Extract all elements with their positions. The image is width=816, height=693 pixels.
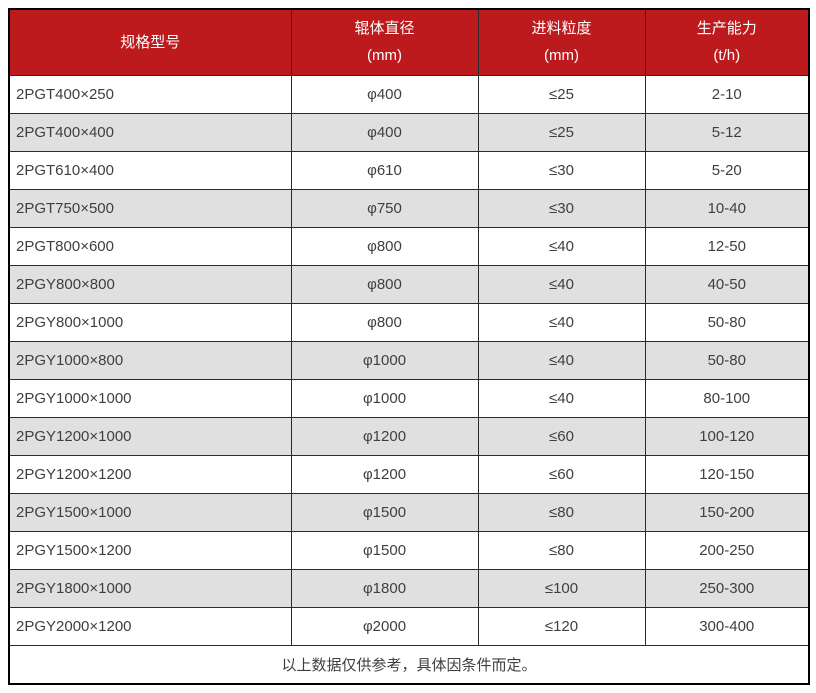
specification-table: 规格型号 辊体直径 (mm) 进料粒度 (mm) 生产能力 (t/h) 2PGT400×25… [8,8,810,685]
value-cell: 10-40 [644,188,810,228]
value-cell: ≤40 [477,378,646,418]
table-row: 2PGY1800×1000 φ1800 ≤100 250-300 [8,568,810,608]
value-cell: φ2000 [290,606,479,646]
model-cell: 2PGY1800×1000 [8,568,292,608]
value-cell: ≤25 [477,112,646,152]
value-cell: 250-300 [644,568,810,608]
value-cell: 50-80 [644,340,810,380]
value-cell: 40-50 [644,264,810,304]
value-cell: 2-10 [644,74,810,114]
value-cell: 120-150 [644,454,810,494]
table-row: 2PGY2000×1200 φ2000 ≤120 300-400 [8,606,810,646]
header-row: 规格型号 辊体直径 (mm) 进料粒度 (mm) 生产能力 (t/h) [8,8,810,76]
table-body: 2PGT400×250 φ400 ≤25 2-10 2PGT400×400 φ400 ≤25… [8,74,810,646]
value-cell: 5-12 [644,112,810,152]
value-cell: φ1500 [290,530,479,570]
table-row: 2PGY1500×1000 φ1500 ≤80 150-200 [8,492,810,532]
table-row: 2PGY1000×800 φ1000 ≤40 50-80 [8,340,810,380]
table-row: 2PGT800×600 φ800 ≤40 12-50 [8,226,810,266]
column-header-title: 生产能力 [696,20,757,38]
value-cell: ≤40 [477,264,646,304]
value-cell: 5-20 [644,150,810,190]
table-header: 规格型号 辊体直径 (mm) 进料粒度 (mm) 生产能力 (t/h) [8,8,810,76]
column-header-unit: (mm) [367,47,402,65]
column-header: 生产能力 (t/h) [644,8,810,76]
table-row: 2PGY1000×1000 φ1000 ≤40 80-100 [8,378,810,418]
value-cell: ≤60 [477,454,646,494]
value-cell: ≤100 [477,568,646,608]
value-cell: φ800 [290,226,479,266]
value-cell: ≤120 [477,606,646,646]
value-cell: φ1200 [290,416,479,456]
value-cell: φ400 [290,112,479,152]
table-row: 2PGT400×400 φ400 ≤25 5-12 [8,112,810,152]
column-header: 规格型号 [8,8,292,76]
value-cell: φ750 [290,188,479,228]
value-cell: 150-200 [644,492,810,532]
column-header-title: 辊体直径 [354,20,415,38]
column-header-unit: (t/h) [713,47,741,65]
value-cell: ≤30 [477,188,646,228]
model-cell: 2PGY2000×1200 [8,606,292,646]
column-header: 辊体直径 (mm) [290,8,479,76]
value-cell: φ1000 [290,340,479,380]
value-cell: ≤40 [477,226,646,266]
column-header-title: 进料粒度 [531,20,592,38]
column-header-unit: (mm) [544,47,579,65]
model-cell: 2PGY800×1000 [8,302,292,342]
table-row: 2PGY1200×1200 φ1200 ≤60 120-150 [8,454,810,494]
model-cell: 2PGT400×250 [8,74,292,114]
value-cell: ≤30 [477,150,646,190]
value-cell: ≤80 [477,530,646,570]
value-cell: 12-50 [644,226,810,266]
model-cell: 2PGY1000×800 [8,340,292,380]
value-cell: φ1800 [290,568,479,608]
value-cell: φ1000 [290,378,479,418]
table-row: 2PGT750×500 φ750 ≤30 10-40 [8,188,810,228]
model-cell: 2PGT800×600 [8,226,292,266]
value-cell: ≤25 [477,74,646,114]
model-cell: 2PGY1200×1200 [8,454,292,494]
table-row: 2PGT400×250 φ400 ≤25 2-10 [8,74,810,114]
value-cell: 300-400 [644,606,810,646]
model-cell: 2PGY800×800 [8,264,292,304]
value-cell: 200-250 [644,530,810,570]
column-header: 进料粒度 (mm) [477,8,646,76]
value-cell: φ1200 [290,454,479,494]
value-cell: ≤40 [477,340,646,380]
table-row: 2PGT610×400 φ610 ≤30 5-20 [8,150,810,190]
model-cell: 2PGY1500×1000 [8,492,292,532]
table-row: 2PGY800×1000 φ800 ≤40 50-80 [8,302,810,342]
model-cell: 2PGT610×400 [8,150,292,190]
value-cell: ≤60 [477,416,646,456]
value-cell: φ610 [290,150,479,190]
table-row: 2PGY1500×1200 φ1500 ≤80 200-250 [8,530,810,570]
table-row: 2PGY1200×1000 φ1200 ≤60 100-120 [8,416,810,456]
model-cell: 2PGY1000×1000 [8,378,292,418]
model-cell: 2PGT400×400 [8,112,292,152]
model-cell: 2PGT750×500 [8,188,292,228]
value-cell: 100-120 [644,416,810,456]
value-cell: φ400 [290,74,479,114]
value-cell: ≤40 [477,302,646,342]
value-cell: φ1500 [290,492,479,532]
footnote-row: 以上数据仅供参考，具体因条件而定。 [8,644,810,685]
value-cell: ≤80 [477,492,646,532]
value-cell: 50-80 [644,302,810,342]
table-footer: 以上数据仅供参考，具体因条件而定。 [8,644,810,685]
value-cell: φ800 [290,302,479,342]
column-header-title: 规格型号 [120,33,181,51]
model-cell: 2PGY1500×1200 [8,530,292,570]
value-cell: 80-100 [644,378,810,418]
model-cell: 2PGY1200×1000 [8,416,292,456]
table-row: 2PGY800×800 φ800 ≤40 40-50 [8,264,810,304]
value-cell: φ800 [290,264,479,304]
table-footnote: 以上数据仅供参考，具体因条件而定。 [8,644,810,685]
